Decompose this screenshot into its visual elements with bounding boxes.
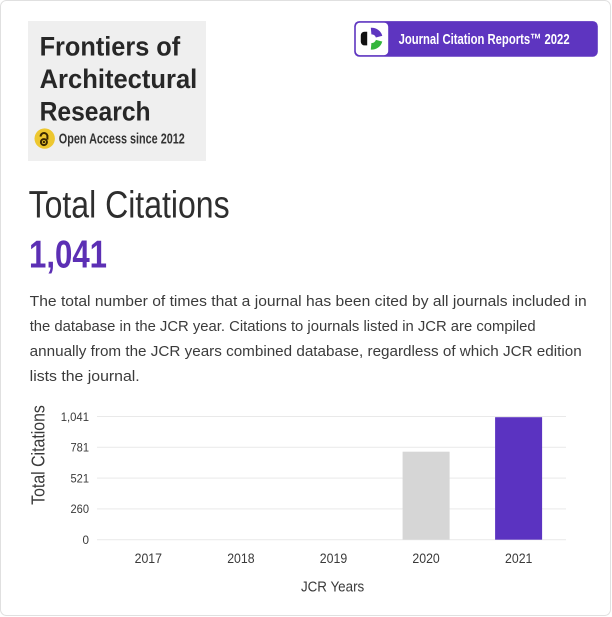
svg-text:JCR Years: JCR Years — [301, 579, 364, 596]
svg-text:Total Citations: Total Citations — [29, 405, 49, 505]
svg-text:Architectural: Architectural — [40, 64, 198, 94]
svg-text:lists the journal.: lists the journal. — [30, 368, 140, 385]
svg-text:1,041: 1,041 — [29, 233, 107, 276]
svg-text:2017: 2017 — [135, 550, 163, 566]
svg-text:Frontiers of: Frontiers of — [40, 31, 182, 61]
svg-text:2018: 2018 — [227, 550, 255, 566]
svg-text:Total Citations: Total Citations — [29, 184, 230, 226]
svg-text:0: 0 — [83, 533, 90, 547]
svg-text:2021: 2021 — [505, 550, 533, 566]
svg-text:2019: 2019 — [320, 550, 348, 566]
svg-text:the database in the JCR year.: the database in the JCR year. Citations … — [30, 318, 536, 335]
svg-text:The total number of times that: The total number of times that a journal… — [30, 293, 587, 310]
svg-text:521: 521 — [71, 471, 90, 485]
svg-text:1,041: 1,041 — [61, 410, 90, 424]
svg-text:260: 260 — [71, 502, 90, 516]
svg-text:annually from the JCR years co: annually from the JCR years combined dat… — [30, 343, 582, 360]
svg-text:781: 781 — [71, 441, 90, 455]
svg-text:Open Access since 2012: Open Access since 2012 — [59, 131, 185, 148]
svg-text:2020: 2020 — [412, 550, 440, 566]
svg-text:Journal Citation Reports™ 2022: Journal Citation Reports™ 2022 — [399, 31, 570, 48]
svg-text:Research: Research — [40, 97, 151, 127]
